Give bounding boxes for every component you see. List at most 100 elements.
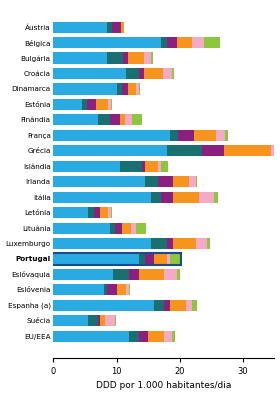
Bar (82, 99, 87, 110)
Bar (116, 84, 122, 95)
Bar (142, 161, 145, 172)
Bar (128, 53, 144, 64)
Bar (167, 37, 177, 48)
Bar (225, 130, 228, 141)
Bar (98, 114, 110, 126)
Bar (167, 238, 173, 249)
Bar (53, 207, 88, 218)
Bar (108, 207, 111, 218)
Bar (151, 192, 161, 203)
Bar (194, 130, 216, 141)
Bar (53, 223, 110, 234)
Bar (53, 300, 155, 311)
Bar (151, 53, 153, 64)
Bar (172, 331, 175, 342)
Bar (53, 37, 161, 48)
Bar (189, 176, 195, 187)
Bar (145, 176, 158, 187)
Bar (207, 238, 210, 249)
Bar (136, 223, 146, 234)
Bar (178, 130, 194, 141)
Bar (108, 99, 111, 110)
Bar (115, 223, 122, 234)
Bar (164, 269, 177, 280)
Bar (151, 238, 167, 249)
Bar (115, 315, 116, 326)
Bar (98, 315, 100, 326)
Bar (155, 300, 164, 311)
Bar (53, 238, 151, 249)
Bar (161, 192, 173, 203)
Bar (145, 161, 158, 172)
Bar (125, 114, 132, 126)
Bar (172, 68, 174, 79)
Bar (132, 114, 142, 126)
Bar (186, 300, 192, 311)
Bar (170, 130, 178, 141)
Bar (53, 99, 82, 110)
Bar (195, 238, 207, 249)
Bar (53, 114, 98, 126)
Bar (145, 253, 155, 265)
Bar (53, 84, 116, 95)
Bar (158, 161, 161, 172)
Bar (107, 21, 111, 33)
Bar (224, 145, 271, 156)
Bar (88, 315, 98, 326)
Bar (164, 331, 172, 342)
Bar (164, 300, 170, 311)
Bar (123, 53, 128, 64)
Bar (170, 253, 180, 265)
Bar (53, 53, 107, 64)
Bar (173, 192, 199, 203)
Bar (52, 253, 181, 265)
Bar (170, 300, 186, 311)
Bar (158, 176, 173, 187)
Bar (177, 37, 192, 48)
Bar (161, 37, 167, 48)
Bar (204, 37, 220, 48)
Bar (53, 253, 139, 265)
Bar (100, 315, 105, 326)
Bar (148, 331, 164, 342)
Bar (122, 223, 131, 234)
Bar (53, 130, 170, 141)
Bar (131, 223, 136, 234)
Bar (111, 21, 121, 33)
Bar (173, 238, 195, 249)
Bar (129, 284, 130, 295)
Bar (53, 331, 129, 342)
Bar (192, 37, 204, 48)
Bar (139, 269, 164, 280)
Bar (100, 207, 108, 218)
Bar (161, 161, 168, 172)
Bar (87, 99, 96, 110)
X-axis label: DDD por 1.000 habitantes/dia: DDD por 1.000 habitantes/dia (96, 381, 232, 390)
Bar (202, 145, 224, 156)
Bar (139, 331, 148, 342)
Bar (199, 192, 214, 203)
Bar (271, 145, 280, 156)
Bar (121, 21, 123, 33)
Bar (128, 84, 136, 95)
Bar (139, 253, 145, 265)
Bar (167, 145, 202, 156)
Bar (111, 99, 112, 110)
Bar (110, 114, 120, 126)
Bar (113, 269, 129, 280)
Bar (167, 253, 170, 265)
Bar (129, 269, 139, 280)
Bar (136, 84, 139, 95)
Bar (88, 207, 94, 218)
Bar (216, 130, 225, 141)
Bar (53, 284, 104, 295)
Bar (53, 161, 120, 172)
Bar (122, 84, 128, 95)
Bar (104, 284, 107, 295)
Bar (126, 68, 139, 79)
Bar (139, 84, 140, 95)
Bar (105, 315, 115, 326)
Bar (192, 300, 197, 311)
Bar (177, 269, 180, 280)
Bar (120, 114, 125, 126)
